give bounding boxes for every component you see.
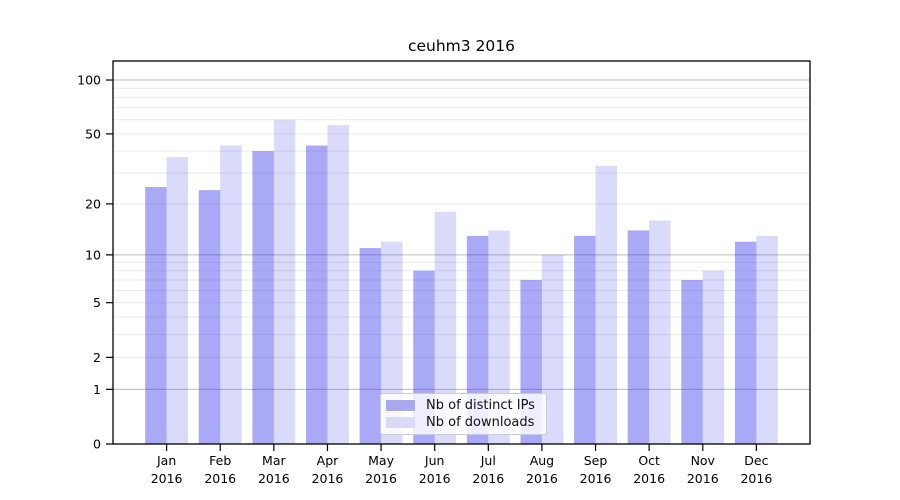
x-tick-label-year: 2016 <box>687 471 719 486</box>
bar-distinct-ips-feb <box>198 190 221 444</box>
y-tick-label: 50 <box>85 126 101 141</box>
bar-downloads-oct <box>649 220 671 444</box>
legend-swatch-downloads <box>386 417 415 429</box>
x-tick-label-month: Jul <box>480 453 496 468</box>
y-tick-label: 20 <box>85 196 101 211</box>
y-tick-label: 0 <box>93 437 101 452</box>
bar-downloads-nov <box>702 270 725 444</box>
x-tick-label-month: May <box>368 453 394 468</box>
bar-downloads-jul <box>488 230 510 444</box>
x-tick-label-year: 2016 <box>365 471 397 486</box>
legend-swatch-distinct-ips <box>386 399 415 411</box>
x-tick-label-year: 2016 <box>526 471 558 486</box>
bar-distinct-ips-apr <box>306 145 328 444</box>
bar-distinct-ips-mar <box>252 151 274 444</box>
y-tick-label: 10 <box>85 247 101 262</box>
x-tick-label-year: 2016 <box>472 471 504 486</box>
bar-downloads-mar <box>273 119 296 444</box>
bar-downloads-sep <box>595 165 617 444</box>
bar-downloads-dec <box>756 235 778 444</box>
x-tick-label-month: Apr <box>317 453 339 468</box>
bar-downloads-jun <box>434 211 457 444</box>
x-tick-label-month: Jan <box>156 453 176 468</box>
bar-distinct-ips-oct <box>627 230 650 444</box>
x-tick-label-month: Jun <box>424 453 445 468</box>
bar-distinct-ips-dec <box>734 241 757 444</box>
legend: Nb of distinct IPs Nb of downloads <box>380 393 547 435</box>
x-tick-label-year: 2016 <box>151 471 183 486</box>
y-tick-label: 5 <box>93 295 101 310</box>
legend-item-distinct-ips: Nb of distinct IPs <box>381 397 546 414</box>
legend-label-downloads: Nb of downloads <box>426 415 535 431</box>
x-tick-label-month: Feb <box>209 453 231 468</box>
x-tick-label-month: Aug <box>530 453 554 468</box>
bar-downloads-jan <box>166 157 189 444</box>
y-tick-label: 2 <box>93 350 101 365</box>
x-tick-label-month: Sep <box>584 453 608 468</box>
x-tick-label-year: 2016 <box>580 471 612 486</box>
bar-distinct-ips-sep <box>574 235 596 444</box>
x-tick-label-year: 2016 <box>419 471 451 486</box>
chart-title: ceuhm3 2016 <box>407 37 516 55</box>
bar-downloads-aug <box>541 254 564 444</box>
bar-distinct-ips-jan <box>145 187 167 444</box>
legend-label-distinct-ips: Nb of distinct IPs <box>426 397 535 413</box>
x-tick-label-month: Mar <box>262 453 286 468</box>
x-tick-label-month: Dec <box>744 453 768 468</box>
bar-distinct-ips-may <box>359 248 382 444</box>
bar-distinct-ips-jul <box>466 235 489 444</box>
x-tick-label-year: 2016 <box>312 471 344 486</box>
y-tick-label: 1 <box>93 382 101 397</box>
bar-distinct-ips-nov <box>681 279 703 444</box>
x-tick-label-month: Oct <box>638 453 660 468</box>
plot-border <box>112 60 811 445</box>
x-tick-label-year: 2016 <box>740 471 772 486</box>
x-tick-label-month: Nov <box>691 453 716 468</box>
y-tick-label: 100 <box>77 73 101 88</box>
bar-downloads-apr <box>327 125 349 445</box>
bar-downloads-feb <box>220 145 242 444</box>
x-tick-label-year: 2016 <box>204 471 236 486</box>
x-tick-label-year: 2016 <box>633 471 665 486</box>
legend-item-downloads: Nb of downloads <box>381 414 546 431</box>
x-tick-label-year: 2016 <box>258 471 290 486</box>
